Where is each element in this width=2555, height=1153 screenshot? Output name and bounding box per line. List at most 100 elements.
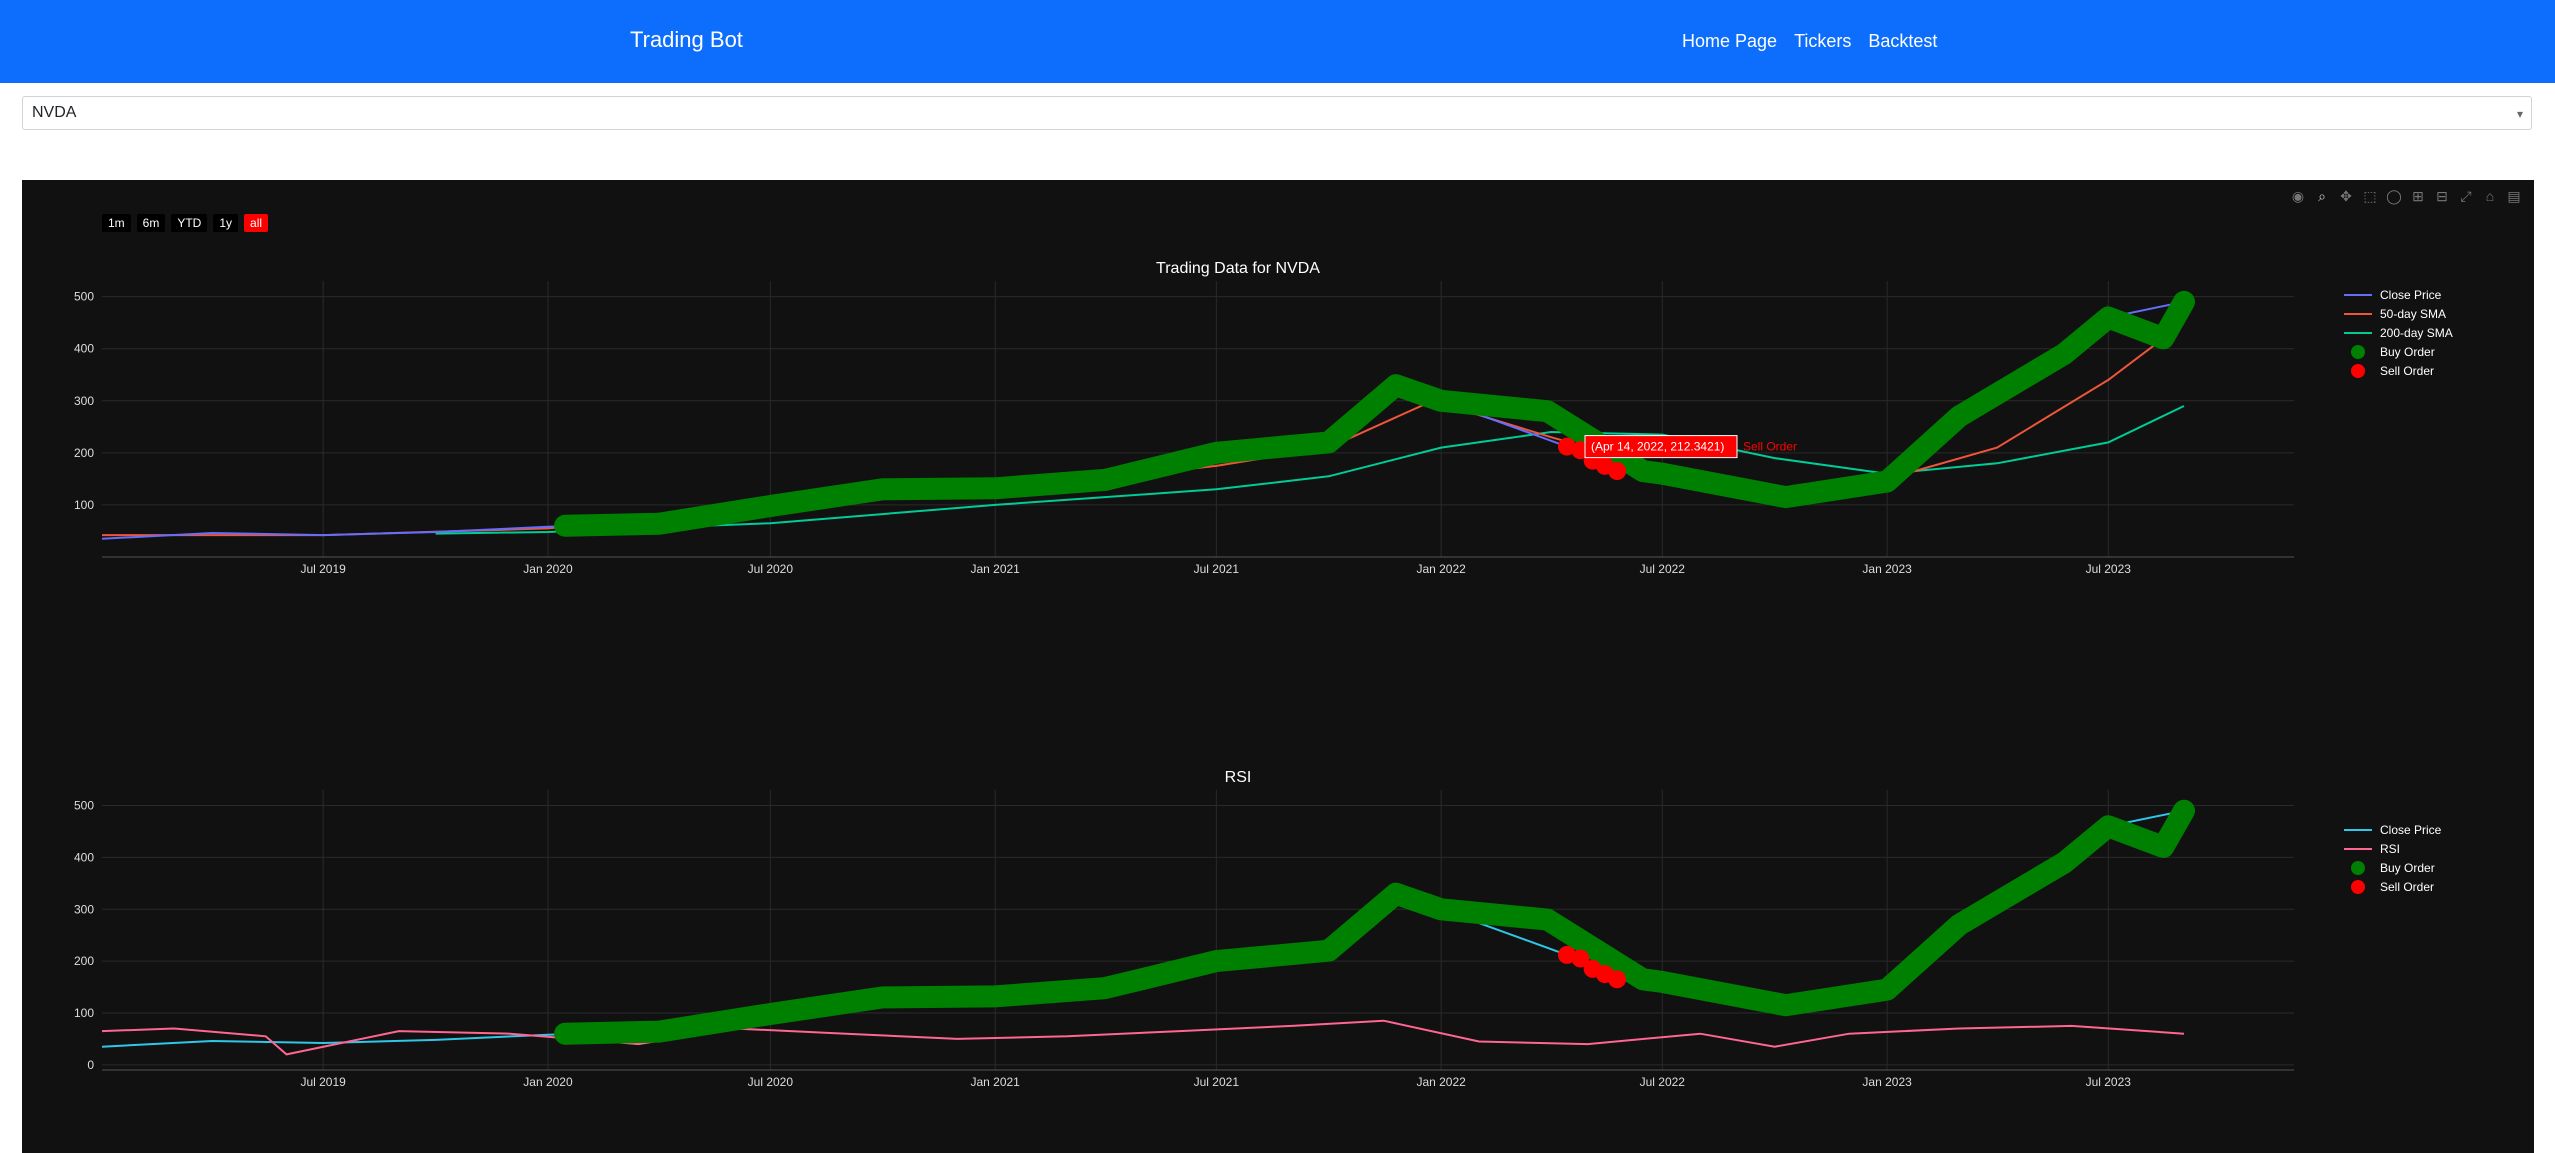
x-tick-label: Jan 2020 bbox=[523, 562, 573, 576]
buy-order-point bbox=[1633, 462, 1652, 481]
legend-label: Close Price bbox=[2380, 822, 2442, 837]
series-line-close bbox=[101, 300, 2185, 540]
buy-order-point bbox=[1878, 980, 1897, 999]
buy-order-point bbox=[1207, 443, 1226, 462]
buy-order-point bbox=[1538, 910, 1557, 929]
dot-swatch-icon bbox=[2342, 344, 2374, 359]
hover-tooltip bbox=[1584, 435, 1738, 459]
buy-order-point bbox=[1878, 472, 1897, 491]
buy-order-point bbox=[2175, 292, 2194, 311]
series-line-rsi bbox=[101, 1019, 2185, 1056]
buy-order-markers bbox=[554, 799, 2195, 1045]
reset-axes-icon[interactable]: ⌂ bbox=[2485, 188, 2495, 204]
y-tick-label: 0 bbox=[87, 1058, 94, 1072]
pan-icon[interactable]: ✥ bbox=[2340, 188, 2352, 204]
buy-order-point bbox=[1096, 470, 1115, 489]
legend-item-sell[interactable]: Sell Order bbox=[2342, 361, 2453, 380]
box-select-icon[interactable]: ⬚ bbox=[2363, 188, 2377, 204]
legend-item-buy[interactable]: Buy Order bbox=[2342, 858, 2441, 877]
buy-order-point bbox=[1319, 433, 1338, 452]
legend-item-rsi[interactable]: RSI bbox=[2342, 839, 2441, 858]
lasso-icon[interactable]: ◯ bbox=[2386, 188, 2402, 204]
legend-item-close[interactable]: Close Price bbox=[2342, 820, 2441, 839]
y-tick-label: 500 bbox=[74, 290, 94, 304]
x-tick-label: Jul 2022 bbox=[1640, 1075, 1686, 1089]
zoom-in-icon[interactable]: ⊞ bbox=[2412, 188, 2424, 204]
buy-order-point bbox=[2099, 817, 2118, 836]
y-tick-label: 300 bbox=[74, 902, 94, 916]
line-swatch-icon bbox=[2342, 823, 2374, 837]
buy-order-point bbox=[986, 479, 1005, 498]
buy-order-point bbox=[761, 1005, 780, 1023]
x-tick-label: Jul 2021 bbox=[1194, 1075, 1240, 1089]
range-1y-button[interactable]: 1y bbox=[213, 214, 239, 232]
y-tick-label: 300 bbox=[74, 394, 94, 408]
plotly-logo-icon[interactable]: ▤ bbox=[2507, 188, 2521, 204]
range-ytd-button[interactable]: YTD bbox=[171, 214, 208, 232]
buy-order-point bbox=[1386, 376, 1405, 395]
y-tick-label: 200 bbox=[74, 954, 94, 968]
line-swatch-icon bbox=[2342, 326, 2374, 340]
x-tick-label: Jul 2023 bbox=[2086, 562, 2132, 576]
buy-order-point bbox=[1319, 941, 1338, 960]
x-tick-label: Jul 2022 bbox=[1640, 562, 1686, 576]
x-tick-label: Jul 2019 bbox=[300, 1075, 346, 1089]
nav-link-tickers[interactable]: Tickers bbox=[1794, 31, 1852, 51]
legend-item-sma200[interactable]: 200-day SMA bbox=[2342, 323, 2453, 342]
line-swatch-icon bbox=[2342, 288, 2374, 302]
buy-order-point bbox=[873, 988, 892, 1007]
ticker-select[interactable]: NVDA ▾ bbox=[22, 96, 2532, 130]
legend-label: Buy Order bbox=[2380, 344, 2435, 359]
chart-title: RSI bbox=[1225, 769, 1252, 786]
series-line-sma200 bbox=[435, 405, 2185, 535]
buy-order-point bbox=[2099, 308, 2118, 327]
chart-canvas[interactable]: Trading Data for NVDA 100 200 300 400 500 Jul … bbox=[22, 180, 2534, 1153]
buy-order-point bbox=[556, 516, 575, 535]
legend-label: Sell Order bbox=[2380, 879, 2435, 894]
autoscale-icon[interactable]: ⤢ bbox=[2460, 188, 2472, 204]
legend-item-close[interactable]: Close Price bbox=[2342, 285, 2453, 304]
buy-order-point bbox=[873, 480, 892, 499]
chevron-down-icon[interactable]: ▾ bbox=[2516, 107, 2523, 121]
x-tick-label: Jul 2019 bbox=[300, 562, 346, 576]
range-1m-button[interactable]: 1m bbox=[102, 214, 131, 232]
y-tick-label: 100 bbox=[74, 498, 94, 512]
buy-order-point bbox=[2175, 801, 2194, 820]
buy-order-point bbox=[1776, 488, 1795, 507]
buy-order-point bbox=[2055, 344, 2074, 363]
buy-order-markers bbox=[554, 290, 2195, 537]
buy-order-point bbox=[650, 1022, 669, 1041]
zoom-icon[interactable]: ⌕ bbox=[2318, 188, 2326, 204]
chart-title: Trading Data for NVDA bbox=[1156, 260, 1320, 277]
buy-order-point bbox=[986, 987, 1005, 1006]
legend-item-sell[interactable]: Sell Order bbox=[2342, 877, 2441, 896]
x-tick-label: Jan 2020 bbox=[523, 1075, 573, 1089]
buy-order-point bbox=[556, 1024, 575, 1043]
nav-link-backtest[interactable]: Backtest bbox=[1868, 31, 1938, 51]
buy-order-point bbox=[2154, 329, 2173, 348]
buy-order-point bbox=[650, 514, 669, 533]
ticker-select-value: NVDA bbox=[32, 104, 77, 121]
camera-icon[interactable]: ◉ bbox=[2291, 188, 2305, 204]
x-tick-label: Jul 2020 bbox=[748, 562, 794, 576]
y-tick-label: 200 bbox=[74, 446, 94, 460]
buy-order-point bbox=[1538, 402, 1557, 421]
zoom-out-icon[interactable]: ⊟ bbox=[2436, 188, 2448, 204]
buy-order-point bbox=[1096, 979, 1115, 998]
legend-label: 50-day SMA bbox=[2380, 306, 2447, 321]
series-line-sma50 bbox=[102, 321, 2185, 537]
range-6m-button[interactable]: 6m bbox=[136, 214, 166, 232]
legend-label: Close Price bbox=[2380, 287, 2442, 302]
legend-trading: Close Price 50-day SMA 200-day SMA Buy O… bbox=[2342, 285, 2453, 380]
buy-order-point bbox=[1950, 915, 1969, 934]
buy-order-point bbox=[1776, 996, 1795, 1015]
legend-item-sma50[interactable]: 50-day SMA bbox=[2342, 304, 2453, 323]
legend-item-buy[interactable]: Buy Order bbox=[2342, 342, 2453, 361]
buy-order-point bbox=[1633, 970, 1652, 989]
nav-link-home[interactable]: Home Page bbox=[1682, 31, 1778, 51]
range-all-button[interactable]: all bbox=[244, 214, 269, 232]
x-tick-label: Jul 2023 bbox=[2086, 1075, 2132, 1089]
legend-label: Sell Order bbox=[2380, 363, 2435, 378]
x-tick-label: Jan 2022 bbox=[1416, 562, 1466, 576]
brand-title[interactable]: Trading Bot bbox=[630, 27, 743, 52]
